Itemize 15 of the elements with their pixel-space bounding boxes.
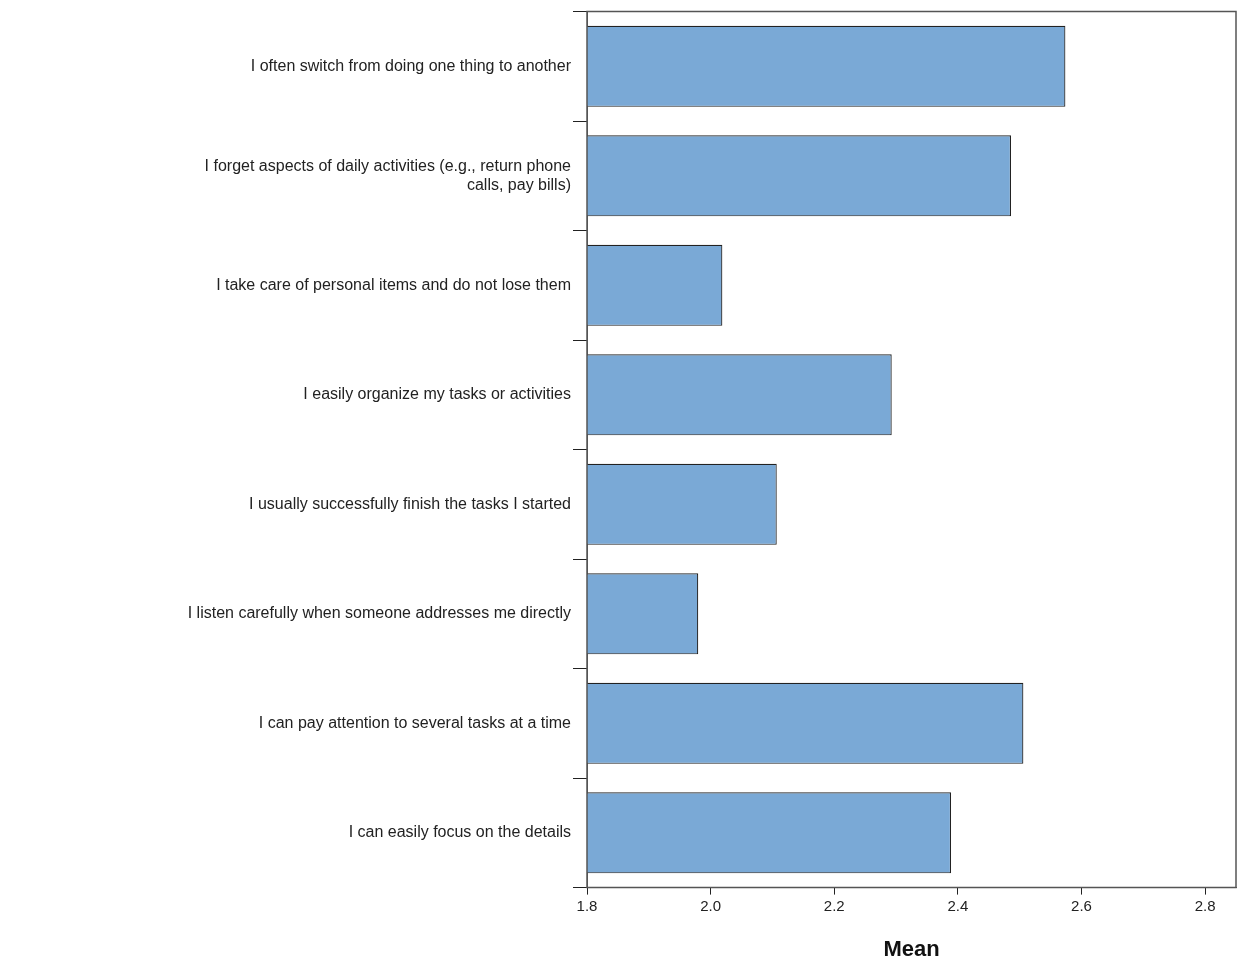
x-tick-label: 2.0 xyxy=(700,896,722,914)
y-tick-label: I listen carefully when someone addresses me directly xyxy=(187,604,571,622)
y-tick-label: I can easily focus on the details xyxy=(348,823,571,841)
y-tick-label: I can pay attention to several tasks at a time xyxy=(258,713,572,731)
y-tick-label: I often switch from doing one thing to another xyxy=(250,56,572,74)
y-tick-label: I easily organize my tasks or activities xyxy=(303,385,571,403)
x-axis-title: Mean xyxy=(883,935,940,961)
x-tick-label: 2.4 xyxy=(947,896,969,914)
x-tick-label: 2.8 xyxy=(1194,896,1216,914)
x-tick-label: 2.2 xyxy=(823,896,845,914)
x-tick-label: 1.8 xyxy=(576,896,598,914)
x-tick-label: 2.6 xyxy=(1071,896,1092,914)
y-tick-label: I usually successfully finish the tasks I started xyxy=(249,494,571,512)
y-tick-label: I forget aspects of daily activities (e.g., return phone calls, pay bills) xyxy=(204,156,572,193)
y-tick-label: I take care of personal items and do not lose them xyxy=(216,275,571,293)
